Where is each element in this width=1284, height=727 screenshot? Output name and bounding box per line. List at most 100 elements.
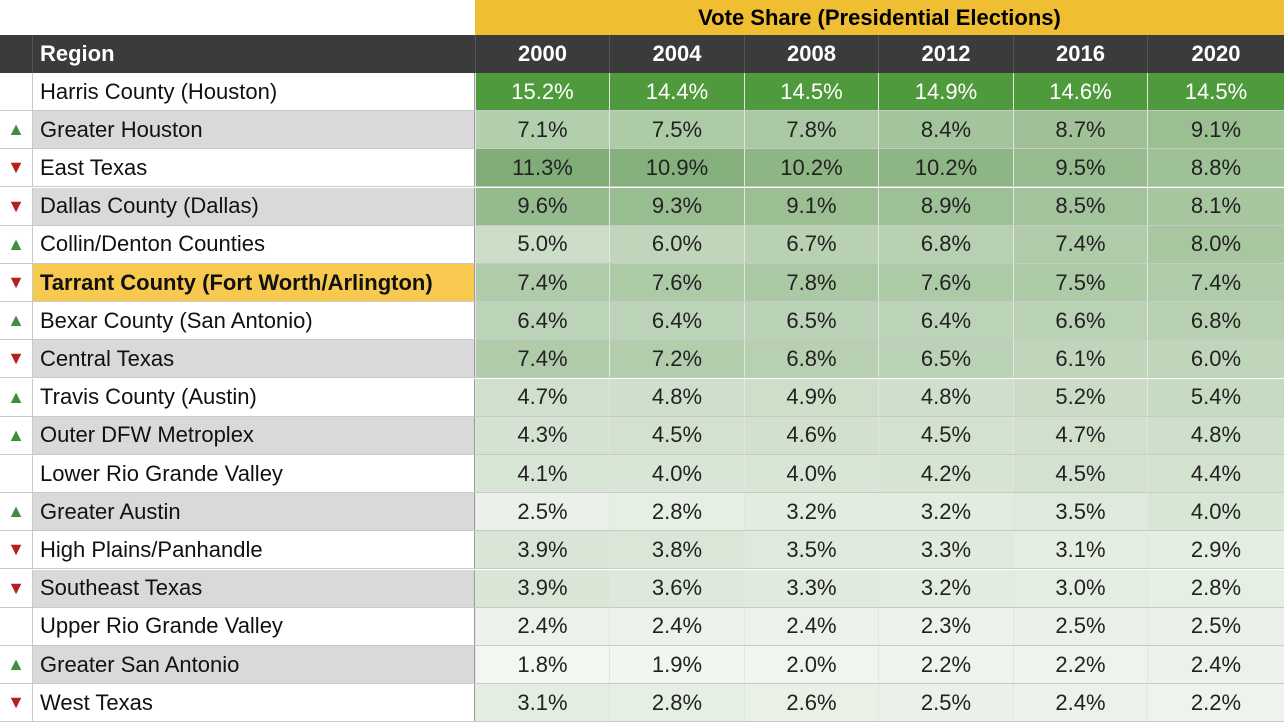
value-cell-2000[interactable]: 7.4% <box>475 340 609 378</box>
trend-down-icon[interactable]: ▼ <box>0 684 33 722</box>
trend-up-icon[interactable]: ▲ <box>0 378 33 416</box>
value-cell-2016[interactable]: 5.2% <box>1013 378 1147 416</box>
trend-down-icon[interactable]: ▼ <box>0 340 33 378</box>
column-header-2020[interactable]: 2020 <box>1147 35 1284 73</box>
value-cell-2016[interactable]: 4.5% <box>1013 455 1147 492</box>
value-cell-2016[interactable]: 2.5% <box>1013 607 1147 645</box>
value-cell-2012[interactable]: 3.3% <box>878 531 1013 569</box>
value-cell-2020[interactable]: 14.5% <box>1147 73 1284 110</box>
value-cell-2000[interactable]: 11.3% <box>475 149 609 187</box>
region-cell[interactable]: Harris County (Houston) <box>33 73 475 110</box>
value-cell-2016[interactable]: 6.1% <box>1013 340 1147 378</box>
region-cell[interactable]: High Plains/Panhandle <box>33 531 475 569</box>
value-cell-2008[interactable]: 2.6% <box>744 684 878 722</box>
value-cell-2004[interactable]: 14.4% <box>609 73 744 110</box>
region-cell[interactable]: Greater Houston <box>33 111 475 149</box>
value-cell-2000[interactable]: 2.5% <box>475 493 609 531</box>
value-cell-2008[interactable]: 7.8% <box>744 264 878 301</box>
value-cell-2020[interactable]: 2.9% <box>1147 531 1284 569</box>
value-cell-2012[interactable]: 2.3% <box>878 607 1013 645</box>
table-title[interactable]: Vote Share (Presidential Elections) <box>475 0 1284 35</box>
value-cell-2020[interactable]: 2.4% <box>1147 646 1284 683</box>
value-cell-2000[interactable]: 3.9% <box>475 569 609 607</box>
trend-up-icon[interactable]: ▲ <box>0 111 33 149</box>
value-cell-2012[interactable]: 3.2% <box>878 493 1013 531</box>
region-cell[interactable]: Central Texas <box>33 340 475 378</box>
value-cell-2016[interactable]: 2.2% <box>1013 646 1147 683</box>
value-cell-2004[interactable]: 4.0% <box>609 455 744 492</box>
column-header-2016[interactable]: 2016 <box>1013 35 1147 73</box>
trend-up-icon[interactable]: ▲ <box>0 416 33 454</box>
value-cell-2004[interactable]: 2.8% <box>609 684 744 722</box>
trend-down-icon[interactable]: ▼ <box>0 569 33 607</box>
value-cell-2000[interactable]: 7.1% <box>475 111 609 149</box>
value-cell-2012[interactable]: 3.2% <box>878 569 1013 607</box>
region-cell[interactable]: Greater Austin <box>33 493 475 531</box>
value-cell-2004[interactable]: 2.8% <box>609 493 744 531</box>
trend-up-icon[interactable]: ▲ <box>0 646 33 683</box>
value-cell-2016[interactable]: 3.0% <box>1013 569 1147 607</box>
value-cell-2004[interactable]: 3.6% <box>609 569 744 607</box>
value-cell-2008[interactable]: 2.4% <box>744 607 878 645</box>
value-cell-2008[interactable]: 3.5% <box>744 531 878 569</box>
value-cell-2008[interactable]: 4.9% <box>744 378 878 416</box>
region-cell[interactable]: Tarrant County (Fort Worth/Arlington) <box>33 264 475 301</box>
value-cell-2020[interactable]: 2.5% <box>1147 607 1284 645</box>
value-cell-2008[interactable]: 2.0% <box>744 646 878 683</box>
value-cell-2016[interactable]: 3.5% <box>1013 493 1147 531</box>
value-cell-2000[interactable]: 4.3% <box>475 416 609 454</box>
region-cell[interactable]: Dallas County (Dallas) <box>33 187 475 225</box>
column-header-2008[interactable]: 2008 <box>744 35 878 73</box>
trend-up-icon[interactable]: ▲ <box>0 302 33 340</box>
value-cell-2012[interactable]: 10.2% <box>878 149 1013 187</box>
value-cell-2004[interactable]: 2.4% <box>609 607 744 645</box>
value-cell-2000[interactable]: 3.9% <box>475 531 609 569</box>
region-cell[interactable]: West Texas <box>33 684 475 722</box>
trend-empty-cell[interactable] <box>0 73 33 110</box>
region-cell[interactable]: Greater San Antonio <box>33 646 475 683</box>
region-cell[interactable]: Travis County (Austin) <box>33 378 475 416</box>
trend-empty-cell[interactable] <box>0 455 33 492</box>
value-cell-2012[interactable]: 6.4% <box>878 302 1013 340</box>
value-cell-2000[interactable]: 7.4% <box>475 264 609 301</box>
value-cell-2012[interactable]: 4.2% <box>878 455 1013 492</box>
value-cell-2004[interactable]: 3.8% <box>609 531 744 569</box>
trend-down-icon[interactable]: ▼ <box>0 264 33 301</box>
value-cell-2020[interactable]: 2.2% <box>1147 684 1284 722</box>
trend-down-icon[interactable]: ▼ <box>0 531 33 569</box>
value-cell-2012[interactable]: 8.4% <box>878 111 1013 149</box>
value-cell-2000[interactable]: 9.6% <box>475 187 609 225</box>
value-cell-2000[interactable]: 4.7% <box>475 378 609 416</box>
value-cell-2004[interactable]: 7.2% <box>609 340 744 378</box>
value-cell-2000[interactable]: 15.2% <box>475 73 609 110</box>
value-cell-2008[interactable]: 7.8% <box>744 111 878 149</box>
region-cell[interactable]: Collin/Denton Counties <box>33 225 475 263</box>
value-cell-2012[interactable]: 7.6% <box>878 264 1013 301</box>
value-cell-2012[interactable]: 2.2% <box>878 646 1013 683</box>
value-cell-2020[interactable]: 8.8% <box>1147 149 1284 187</box>
value-cell-2012[interactable]: 8.9% <box>878 187 1013 225</box>
value-cell-2008[interactable]: 3.3% <box>744 569 878 607</box>
value-cell-2020[interactable]: 4.8% <box>1147 416 1284 454</box>
header-arrow-cell[interactable] <box>0 35 33 73</box>
value-cell-2004[interactable]: 7.6% <box>609 264 744 301</box>
value-cell-2000[interactable]: 1.8% <box>475 646 609 683</box>
column-header-region[interactable]: Region <box>40 41 115 66</box>
value-cell-2020[interactable]: 5.4% <box>1147 378 1284 416</box>
value-cell-2004[interactable]: 6.0% <box>609 225 744 263</box>
region-cell[interactable]: Upper Rio Grande Valley <box>33 607 475 645</box>
value-cell-2000[interactable]: 4.1% <box>475 455 609 492</box>
value-cell-2020[interactable]: 4.0% <box>1147 493 1284 531</box>
value-cell-2008[interactable]: 10.2% <box>744 149 878 187</box>
value-cell-2000[interactable]: 6.4% <box>475 302 609 340</box>
region-cell[interactable]: Southeast Texas <box>33 569 475 607</box>
value-cell-2008[interactable]: 4.6% <box>744 416 878 454</box>
value-cell-2012[interactable]: 4.5% <box>878 416 1013 454</box>
value-cell-2020[interactable]: 6.8% <box>1147 302 1284 340</box>
value-cell-2008[interactable]: 6.7% <box>744 225 878 263</box>
column-header-2000[interactable]: 2000 <box>475 35 609 73</box>
value-cell-2020[interactable]: 6.0% <box>1147 340 1284 378</box>
trend-down-icon[interactable]: ▼ <box>0 149 33 187</box>
value-cell-2012[interactable]: 4.8% <box>878 378 1013 416</box>
value-cell-2020[interactable]: 4.4% <box>1147 455 1284 492</box>
